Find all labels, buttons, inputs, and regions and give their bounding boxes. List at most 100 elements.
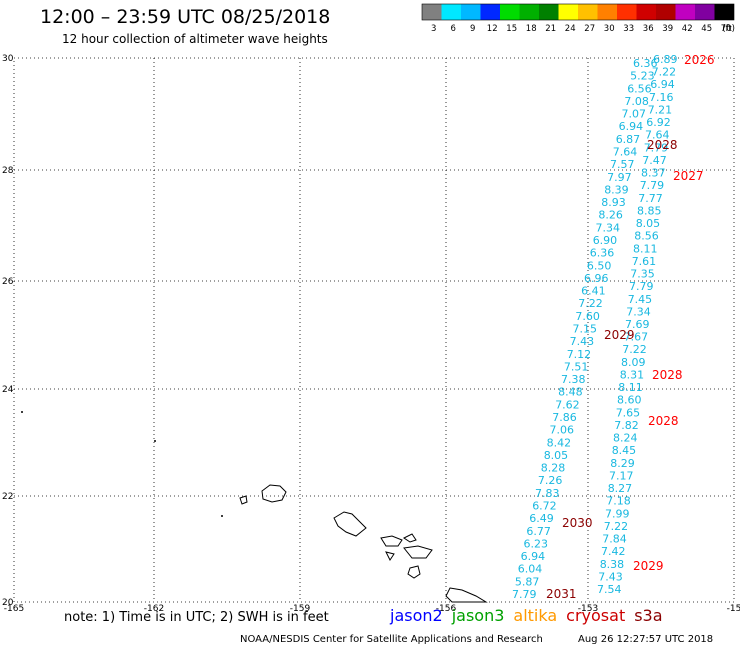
swh-value: 7.42 <box>601 545 626 558</box>
colorbar-tick-label: 6 <box>450 24 455 34</box>
swh-value: 7.69 <box>625 318 650 331</box>
lat-tick-label: 20 <box>2 598 14 608</box>
swh-value: 7.34 <box>596 221 621 234</box>
colorbar-tick-label: 39 <box>662 24 673 34</box>
swh-value: 5.87 <box>515 575 540 588</box>
swh-value: 8.45 <box>612 444 637 457</box>
swh-value: 6.94 <box>521 550 546 563</box>
island-outline <box>385 551 395 561</box>
swh-value: 7.79 <box>512 588 537 601</box>
swh-value: 7.22 <box>578 297 603 310</box>
lon-tick-label: -159 <box>290 604 311 614</box>
swh-value: 8.24 <box>613 432 638 445</box>
time-label: 2028 <box>647 138 678 152</box>
swh-value: 7.83 <box>535 487 560 500</box>
swh-value: 7.26 <box>538 474 563 487</box>
swh-value: 7.57 <box>610 158 635 171</box>
swh-value: 7.77 <box>638 192 663 205</box>
swh-value: 6.94 <box>650 78 675 91</box>
swh-value: 8.38 <box>600 558 625 571</box>
colorbar-tick-label: 24 <box>565 24 576 34</box>
colorbar-tick-label: 70 <box>721 24 732 34</box>
swh-value: 7.22 <box>604 520 629 533</box>
swh-value: 7.65 <box>616 406 641 419</box>
colorbar-swatch <box>558 4 578 20</box>
island-outline <box>407 565 421 579</box>
colorbar-tick-label: 36 <box>643 24 654 34</box>
time-label: 2028 <box>648 414 679 428</box>
swh-value: 7.43 <box>570 335 595 348</box>
swh-value: 6.92 <box>646 116 671 129</box>
colorbar-tick-label: 30 <box>604 24 615 34</box>
colorbar-tick-label: 15 <box>506 24 517 34</box>
swh-value: 8.39 <box>604 183 629 196</box>
island-dot <box>154 440 156 442</box>
time-label: 2026 <box>684 53 715 67</box>
swh-value: 7.47 <box>642 154 667 167</box>
swh-value: 6.87 <box>616 133 641 146</box>
swh-value: 7.06 <box>550 424 575 437</box>
swh-value: 7.17 <box>609 469 634 482</box>
colorbar-swatch <box>714 4 734 20</box>
swh-value: 7.45 <box>628 293 653 306</box>
swh-value: 7.07 <box>622 108 647 121</box>
colorbar-swatch <box>617 4 637 20</box>
swh-value: 7.67 <box>624 331 649 344</box>
colorbar-tick-label: 12 <box>487 24 498 34</box>
colorbar-swatch <box>578 4 598 20</box>
swh-value: 8.93 <box>601 196 626 209</box>
swh-value: 6.89 <box>653 53 678 66</box>
legend-item-s3a: s3a <box>634 606 663 625</box>
colorbar-frame <box>421 3 735 21</box>
footer-timestamp: Aug 26 12:27:57 UTC 2018 <box>578 634 714 645</box>
page-subtitle: 12 hour collection of altimeter wave hei… <box>62 32 328 46</box>
swh-value: 7.22 <box>652 66 677 79</box>
swh-value: 7.64 <box>613 146 638 159</box>
swh-value: 7.16 <box>649 91 674 104</box>
colorbar-tick-label: 3 <box>431 24 436 34</box>
time-label: 2029 <box>604 328 635 342</box>
swh-value: 6.04 <box>518 563 543 576</box>
swh-value: 7.79 <box>640 179 665 192</box>
swh-value: 8.29 <box>610 457 635 470</box>
lon-tick-label: -156 <box>436 604 457 614</box>
colorbar-swatch <box>597 4 617 20</box>
time-label: 2028 <box>652 368 683 382</box>
island-outline <box>445 587 488 603</box>
colorbar-swatch <box>441 4 461 20</box>
colorbar-swatch <box>422 4 442 20</box>
swh-value: 7.38 <box>561 373 586 386</box>
colorbar-swatch <box>636 4 656 20</box>
colorbar-swatch <box>695 4 715 20</box>
swh-value: 7.79 <box>644 141 669 154</box>
swh-value: 8.28 <box>541 462 566 475</box>
swh-value: 8.05 <box>636 217 661 230</box>
swh-value: 6.41 <box>581 285 606 298</box>
swh-value: 6.50 <box>587 259 612 272</box>
colorbar: 3 6 9 12 15 18 21 24 27 30 33 36 39 42 45 70(ft) <box>421 3 735 34</box>
swh-value: 7.08 <box>624 95 649 108</box>
swh-value: 7.35 <box>630 268 655 281</box>
island-dot <box>21 411 23 413</box>
swh-value: 7.12 <box>567 348 592 361</box>
swh-value: 7.54 <box>597 583 622 596</box>
swh-value: 7.21 <box>648 104 673 117</box>
lon-tick-label: -15 <box>727 604 740 614</box>
lat-tick-label: 22 <box>2 492 13 502</box>
swh-value: 8.27 <box>608 482 633 495</box>
swh-value: 8.37 <box>641 167 666 180</box>
colorbar-swatch <box>675 4 695 20</box>
lat-tick-label: 24 <box>2 385 14 395</box>
swh-value: 8.48 <box>558 386 583 399</box>
swh-value: 8.09 <box>621 356 646 369</box>
lat-tick-label: 28 <box>2 166 14 176</box>
swh-value: 7.64 <box>645 129 670 142</box>
time-label: 2030 <box>562 516 593 530</box>
island-outline <box>261 484 287 503</box>
swh-value: 6.36 <box>590 247 615 260</box>
lat-tick-label: 26 <box>2 277 14 287</box>
colorbar-swatch <box>656 4 676 20</box>
lon-tick-label: -153 <box>578 604 598 614</box>
colorbar-tick-label: 9 <box>470 24 475 34</box>
swh-value: 6.36 <box>633 57 658 70</box>
